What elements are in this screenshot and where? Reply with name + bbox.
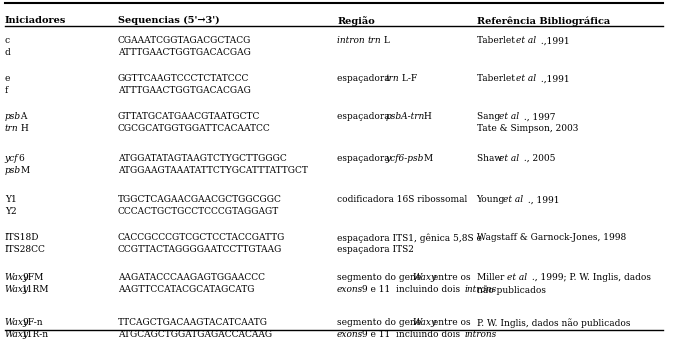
- Text: CGCGCATGGTGGATTCACAATCC: CGCGCATGGTGGATTCACAATCC: [118, 124, 270, 133]
- Text: Taberlet: Taberlet: [477, 74, 518, 83]
- Text: CCCACTGCTGCCTCCCGTAGGAGT: CCCACTGCTGCCTCCCGTAGGAGT: [118, 207, 279, 216]
- Text: c: c: [5, 36, 10, 45]
- Text: M: M: [421, 154, 433, 163]
- Text: L-F: L-F: [398, 74, 417, 83]
- Text: AAGATACCCAAGAGTGGAACCC: AAGATACCCAAGAGTGGAACCC: [118, 273, 265, 282]
- Text: trn: trn: [5, 124, 18, 133]
- Text: psb: psb: [5, 166, 21, 175]
- Text: 11RM: 11RM: [22, 285, 50, 294]
- Text: ., 1999; P. W. Inglis, dados: ., 1999; P. W. Inglis, dados: [530, 273, 652, 282]
- Text: ., 1997: ., 1997: [521, 113, 555, 121]
- Text: Waxy: Waxy: [412, 273, 436, 282]
- Text: codificadora 16S ribossomal: codificadora 16S ribossomal: [337, 195, 467, 204]
- Text: Sequencias (5'→3'): Sequencias (5'→3'): [118, 16, 219, 26]
- Text: espaçadora: espaçadora: [337, 113, 392, 121]
- Text: d: d: [5, 48, 10, 57]
- Text: segmento do gene: segmento do gene: [337, 273, 424, 282]
- Text: ATGCAGCTGGATGAGACCACAAG: ATGCAGCTGGATGAGACCACAAG: [118, 330, 272, 339]
- Text: H: H: [421, 113, 432, 121]
- Text: introns: introns: [465, 330, 497, 339]
- Text: M: M: [18, 166, 30, 175]
- Text: entre os: entre os: [430, 318, 470, 327]
- Text: Y1: Y1: [5, 195, 16, 204]
- Text: trn: trn: [368, 36, 381, 45]
- Text: ATGGATATAGTAAGTCTYGCTTGGGC: ATGGATATAGTAAGTCTYGCTTGGGC: [118, 154, 287, 163]
- Text: 6: 6: [18, 154, 24, 163]
- Text: Wagstaff & Garnock-Jones, 1998: Wagstaff & Garnock-Jones, 1998: [477, 234, 626, 242]
- Text: Shaw: Shaw: [477, 154, 505, 163]
- Text: A: A: [18, 113, 27, 121]
- Text: GGTTCAAGTCCCTCTATCCC: GGTTCAAGTCCCTCTATCCC: [118, 74, 249, 83]
- Text: psbA-trn: psbA-trn: [385, 113, 425, 121]
- Text: ITS18D: ITS18D: [5, 234, 39, 242]
- Text: 9 e 11  incluindo dois: 9 e 11 incluindo dois: [359, 285, 463, 294]
- Text: Waxy: Waxy: [412, 318, 436, 327]
- Text: GTTATGCATGAACGTAATGCTC: GTTATGCATGAACGTAATGCTC: [118, 113, 260, 121]
- Text: trn: trn: [385, 74, 399, 83]
- Text: CACCGCCCGTCGCTCCTACCGATTG: CACCGCCCGTCGCTCCTACCGATTG: [118, 234, 285, 242]
- Text: ., 2005: ., 2005: [521, 154, 555, 163]
- Text: introns: introns: [465, 285, 497, 294]
- Text: Referência Bibliográfica: Referência Bibliográfica: [477, 16, 610, 26]
- Text: et al: et al: [516, 74, 537, 83]
- Text: 9FM: 9FM: [22, 273, 44, 282]
- Text: exons: exons: [337, 330, 363, 339]
- Text: Tate & Simpson, 2003: Tate & Simpson, 2003: [477, 124, 578, 133]
- Text: et al: et al: [516, 36, 537, 45]
- Text: espaçadora: espaçadora: [337, 74, 392, 83]
- Text: ITS28CC: ITS28CC: [5, 246, 46, 254]
- Text: CCGTTACTAGGGGAATCCTTGTAAG: CCGTTACTAGGGGAATCCTTGTAAG: [118, 246, 282, 254]
- Text: psb: psb: [5, 113, 21, 121]
- Text: espaçadora ITS2: espaçadora ITS2: [337, 246, 414, 254]
- Text: .,1991: .,1991: [538, 36, 570, 45]
- Text: Iniciadores: Iniciadores: [5, 16, 66, 25]
- Text: espaçadora: espaçadora: [337, 154, 392, 163]
- Text: et al: et al: [507, 273, 528, 282]
- Text: exons: exons: [337, 285, 363, 294]
- Text: ., 1991: ., 1991: [525, 195, 560, 204]
- Text: Waxy: Waxy: [5, 273, 29, 282]
- Text: 11R-n: 11R-n: [22, 330, 50, 339]
- Text: ycf: ycf: [5, 154, 18, 163]
- Text: CGAAATCGGTAGACGCTACG: CGAAATCGGTAGACGCTACG: [118, 36, 251, 45]
- Text: e: e: [5, 74, 10, 83]
- Text: não publicados: não publicados: [477, 285, 545, 295]
- Text: espaçadora ITS1, gênica 5,8S e: espaçadora ITS1, gênica 5,8S e: [337, 234, 482, 243]
- Text: Taberlet: Taberlet: [477, 36, 518, 45]
- Text: .,1991: .,1991: [538, 74, 570, 83]
- Text: ATTTGAACTGGTGACACGAG: ATTTGAACTGGTGACACGAG: [118, 48, 251, 57]
- Text: Y2: Y2: [5, 207, 16, 216]
- Text: H: H: [18, 124, 29, 133]
- Text: segmento do gene: segmento do gene: [337, 318, 424, 327]
- Text: et al: et al: [503, 195, 523, 204]
- Text: P. W. Inglis, dados não publicados: P. W. Inglis, dados não publicados: [477, 318, 630, 328]
- Text: ATGGAAGTAAATATTCTYGCATTTATTGCT: ATGGAAGTAAATATTCTYGCATTTATTGCT: [118, 166, 308, 175]
- Text: L: L: [381, 36, 390, 45]
- Text: AAGTTCCATACGCATAGCATG: AAGTTCCATACGCATAGCATG: [118, 285, 254, 294]
- Text: f: f: [5, 86, 8, 95]
- Text: 9F-n: 9F-n: [22, 318, 43, 327]
- Text: Waxy: Waxy: [5, 318, 29, 327]
- Text: Miller: Miller: [477, 273, 507, 282]
- Text: Waxy: Waxy: [5, 285, 29, 294]
- Text: Sang: Sang: [477, 113, 503, 121]
- Text: 9 e 11  incluindo dois: 9 e 11 incluindo dois: [359, 330, 463, 339]
- Text: intron: intron: [337, 36, 368, 45]
- Text: TTCAGCTGACAAGTACATCAATG: TTCAGCTGACAAGTACATCAATG: [118, 318, 268, 327]
- Text: Waxy: Waxy: [5, 330, 29, 339]
- Text: Região: Região: [337, 16, 375, 26]
- Text: TGGCTCAGAACGAACGCTGGCGGC: TGGCTCAGAACGAACGCTGGCGGC: [118, 195, 281, 204]
- Text: ATTTGAACTGGTGACACGAG: ATTTGAACTGGTGACACGAG: [118, 86, 251, 95]
- Text: entre os: entre os: [430, 273, 470, 282]
- Text: ycf6-psb: ycf6-psb: [385, 154, 424, 163]
- Text: Young: Young: [477, 195, 508, 204]
- Text: et al: et al: [498, 113, 519, 121]
- Text: et al: et al: [498, 154, 519, 163]
